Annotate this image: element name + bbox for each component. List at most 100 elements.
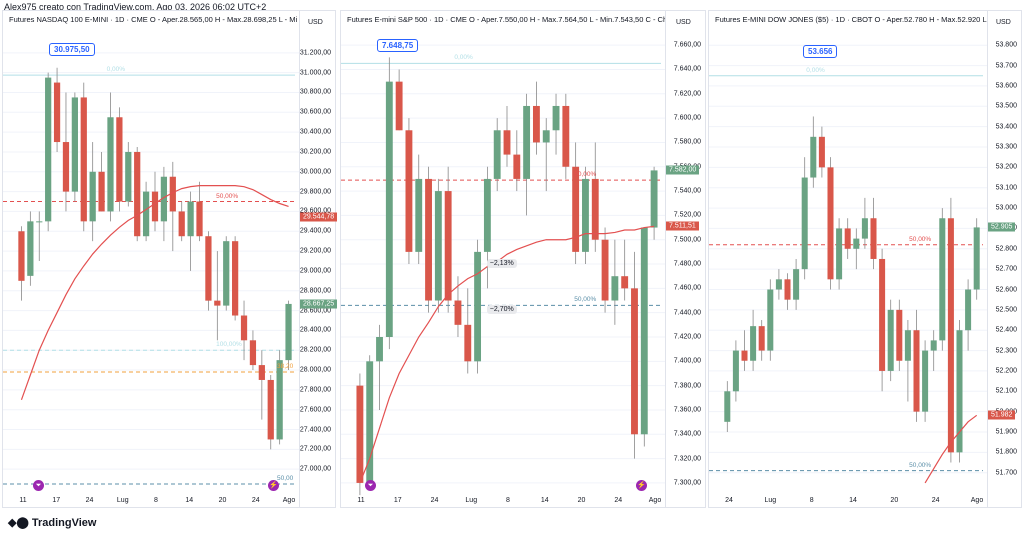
price-tick-label: 51.800 [995,448,1017,456]
price-tick-label: 52.500 [995,306,1017,314]
price-tick-label: 7.440,00 [673,309,701,317]
candle-body [240,315,248,341]
candle-body [223,241,230,306]
date-tick-label: 24 [251,497,260,504]
price-tick-label: 29.800,00 [299,188,331,196]
candle-body [758,326,765,351]
nasdaq-high-callout: 30.975,50 [49,43,95,56]
price-tick-label: 27.200,00 [299,445,331,453]
fib-level-label: 0,00% [806,66,825,74]
nasdaq-event-icon[interactable]: ⏷ [33,480,44,491]
candle-body [169,176,176,212]
date-tick-label: 20 [577,497,586,504]
price-tick-label: 52.100 [995,387,1017,395]
fib-level-label: 50,00% [216,192,239,200]
price-tag: 51.982 [988,410,1016,420]
sp500-price-axis[interactable]: USD 7.660,00 7.640,00 7.620,00 7.600,00 7.58… [665,11,707,507]
date-tick-label: 24 [614,497,623,504]
date-tick-label: 24 [85,497,94,504]
date-tick-label: 24 [931,497,940,504]
candle-body [861,218,868,239]
candle-body [532,105,540,143]
candle-body [611,276,619,301]
candle-body [582,178,589,252]
candle-body [483,178,491,252]
moving-average-line [359,225,655,484]
candle-body [818,136,825,168]
candle-body [572,166,580,252]
price-tick-label: 31.000,00 [299,69,331,77]
candle-body [232,241,239,316]
price-tick-label: 31.200,00 [299,49,331,57]
candle-body [591,178,599,240]
candle-body [793,269,800,300]
chart-header-credit: Alex975 creato con TradingView.com, Ago … [4,2,267,12]
nasdaq-event-icon-right[interactable]: ⚡ [268,480,279,491]
nasdaq-currency-label: USD [308,19,323,26]
candle-body [366,361,374,483]
dow-chart-panel[interactable]: Futures E-MINI DOW JONES ($5) · 1D · CBO… [708,10,1022,508]
tradingview-footer[interactable]: ◆⬤ TradingView [8,516,96,529]
sp500-event-icon-right[interactable]: ⚡ [636,480,647,491]
sp500-event-icon[interactable]: ⏷ [365,480,376,491]
nasdaq-plot-area[interactable] [3,11,299,507]
price-tick-label: 28.200,00 [299,346,331,354]
price-tick-label: 7.300,00 [673,479,701,487]
date-tick-label: 14 [540,497,549,504]
price-tick-label: 27.400,00 [299,426,331,434]
candle-body [249,340,257,366]
price-tick-label: 52.400 [995,326,1017,334]
candle-body [45,77,52,222]
price-tick-label: 7.640,00 [673,65,701,73]
candle-body [214,300,221,306]
candle-body [356,385,364,483]
price-tick-label: 7.540,00 [673,187,701,195]
price-tick-label: 29.400,00 [299,227,331,235]
date-tick-label: 24 [725,497,733,504]
date-tick-label: 17 [393,497,402,504]
nasdaq-chart-panel[interactable]: Futures NASDAQ 100 E-MINI · 1D · CME O -… [2,10,338,508]
date-tick-label: Lug [764,497,777,504]
price-tick-label: 7.380,00 [673,382,701,390]
price-tick-label: 27.800,00 [299,386,331,394]
candle-body [836,228,843,280]
candle-body [27,221,34,276]
candle-body [395,81,403,131]
price-tick-label: 27.000,00 [299,465,331,473]
date-tick-label: 8 [154,497,158,504]
candle-body [775,279,782,290]
date-tick-label: 14 [185,497,194,504]
date-tick-label: Ago [648,497,662,504]
candle-body [784,279,791,300]
tradingview-logo-icon: ◆⬤ [8,517,29,529]
price-tick-label: 51.700 [995,469,1017,477]
price-tick-label: 27.600,00 [299,406,331,414]
candle-body [939,218,946,341]
price-tick-label: 28.800,00 [299,287,331,295]
date-tick-label: 11 [19,497,27,504]
date-tick-label: Ago [970,497,984,504]
price-tick-label: 53.100 [995,184,1017,192]
candle-body [493,130,501,179]
date-tick-label: 17 [52,497,61,504]
candle-body [767,289,774,351]
candle-body [62,142,70,192]
sp500-chart-panel[interactable]: Futures E-mini S&P 500 · 1D · CME O - Ap… [340,10,706,508]
dow-plot-area[interactable] [709,11,987,507]
candle-body [870,218,877,259]
price-tick-label: 28.600,00 [299,307,331,315]
candle-body [160,176,168,222]
candle-body [98,171,105,212]
price-tick-label: 7.340,00 [673,430,701,438]
sp500-plot-area[interactable] [341,11,665,507]
candle-body [741,350,748,361]
candle-body [53,82,61,143]
candle-body [724,391,731,422]
nasdaq-price-axis[interactable]: USD 31.200,00 31.000,00 30.800,00 30.600,00… [299,11,338,507]
date-tick-label: Ago [282,497,296,504]
price-tick-label: 7.500,00 [673,236,701,244]
price-tick-label: 52.600 [995,286,1017,293]
candle-body [922,350,929,412]
candle-body [107,117,114,212]
dow-price-axis[interactable]: USD 53.800 53.700 53.600 53.500 53.400 53.300… [987,11,1023,507]
